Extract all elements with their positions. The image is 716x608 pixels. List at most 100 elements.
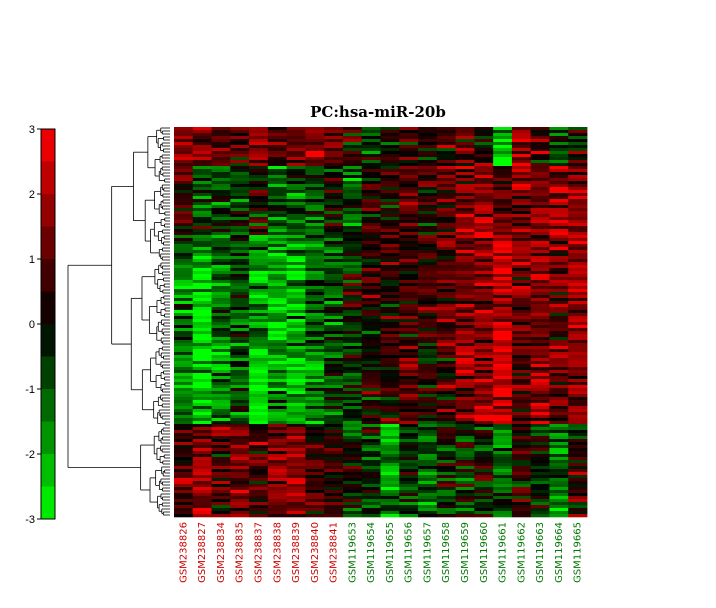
heatmap-cell <box>549 277 569 281</box>
heatmap-cell <box>418 412 438 416</box>
heatmap-cell <box>474 271 494 275</box>
heatmap-cell <box>324 259 344 263</box>
heatmap-cell <box>230 382 250 386</box>
heatmap-cell <box>305 313 325 317</box>
heatmap-cell <box>361 442 381 446</box>
heatmap-cell <box>474 463 494 467</box>
heatmap-cell <box>511 322 532 326</box>
heatmap-cell <box>286 343 306 347</box>
heatmap-cell <box>267 307 288 311</box>
heatmap-cell <box>493 259 513 263</box>
heatmap-cell <box>192 493 212 497</box>
heatmap-cell <box>511 319 532 323</box>
heatmap-cell <box>436 325 456 329</box>
heatmap-cell <box>174 421 194 425</box>
heatmap-cell <box>192 247 212 251</box>
heatmap-cell <box>249 196 269 200</box>
heatmap-cell <box>474 277 494 281</box>
heatmap-cell <box>474 217 494 221</box>
heatmap-cell <box>211 265 231 269</box>
heatmap-cell <box>192 499 212 503</box>
heatmap-cell <box>474 457 494 461</box>
heatmap-cell <box>380 502 400 506</box>
heatmap-cell <box>249 418 269 422</box>
heatmap-cell <box>474 145 494 149</box>
heatmap-cell <box>418 385 438 389</box>
heatmap-cell <box>380 508 400 512</box>
heatmap-cell <box>530 133 550 137</box>
heatmap-cell <box>361 241 381 245</box>
heatmap-cell <box>474 283 494 287</box>
heatmap-cell <box>380 388 400 392</box>
heatmap-cell <box>286 391 306 395</box>
heatmap-cell <box>399 361 419 365</box>
heatmap-cell <box>455 499 475 503</box>
heatmap-cell <box>211 301 231 305</box>
heatmap-cell <box>474 337 494 341</box>
heatmap-cell <box>286 511 306 515</box>
heatmap-cell <box>568 412 588 416</box>
heatmap-cell <box>568 253 588 257</box>
heatmap-cell <box>267 385 288 389</box>
heatmap-cell <box>399 307 419 311</box>
heatmap-cell <box>549 490 569 494</box>
heatmap-cell <box>305 421 325 425</box>
heatmap-cell <box>324 424 344 428</box>
heatmap-cell <box>380 166 400 170</box>
heatmap-cell <box>380 397 400 401</box>
heatmap-cell <box>568 262 588 266</box>
heatmap-cell <box>455 445 475 449</box>
heatmap-cell <box>380 472 400 476</box>
heatmap-cell <box>324 172 344 176</box>
heatmap-cell <box>342 484 363 488</box>
heatmap-cell <box>568 385 588 389</box>
heatmap-cell <box>530 220 550 224</box>
heatmap-cell <box>249 322 269 326</box>
heatmap-cell <box>192 475 212 479</box>
heatmap-cell <box>211 427 231 431</box>
heatmap-cell <box>436 439 456 443</box>
heatmap-cell <box>530 511 550 515</box>
heatmap-cell <box>267 253 288 257</box>
heatmap-cell <box>530 388 550 392</box>
heatmap-cell <box>549 142 569 146</box>
heatmap-cell <box>211 388 231 392</box>
heatmap-cell <box>418 130 438 134</box>
heatmap-cell <box>511 451 532 455</box>
heatmap-cell <box>549 175 569 179</box>
heatmap-cell <box>549 376 569 380</box>
heatmap-cell <box>455 508 475 512</box>
heatmap-cell <box>211 400 231 404</box>
heatmap-cell <box>474 259 494 263</box>
heatmap-cell <box>286 277 306 281</box>
heatmap-cell <box>455 151 475 155</box>
heatmap-cell <box>530 163 550 167</box>
heatmap-cell <box>342 433 363 437</box>
heatmap-cell <box>249 271 269 275</box>
heatmap-cell <box>305 355 325 359</box>
heatmap-cell <box>211 178 231 182</box>
heatmap-cell <box>342 352 363 356</box>
heatmap-cell <box>474 499 494 503</box>
heatmap-cell <box>568 439 588 443</box>
heatmap-cell <box>192 454 212 458</box>
heatmap-cell <box>493 208 513 212</box>
heatmap-cell <box>192 478 212 482</box>
heatmap-cell <box>211 328 231 332</box>
heatmap-cell <box>436 181 456 185</box>
heatmap-cell <box>230 508 250 512</box>
heatmap-cell <box>568 301 588 305</box>
heatmap-cell <box>249 226 269 230</box>
heatmap-cell <box>511 457 532 461</box>
heatmap-cell <box>211 319 231 323</box>
heatmap-cell <box>399 310 419 314</box>
heatmap-cell <box>211 307 231 311</box>
heatmap-cell <box>418 475 438 479</box>
heatmap-cell <box>549 352 569 356</box>
heatmap-cell <box>211 256 231 260</box>
heatmap-cell <box>474 379 494 383</box>
heatmap-cell <box>174 511 194 515</box>
heatmap-cell <box>511 244 532 248</box>
heatmap-cell <box>211 298 231 302</box>
heatmap-cell <box>342 403 363 407</box>
